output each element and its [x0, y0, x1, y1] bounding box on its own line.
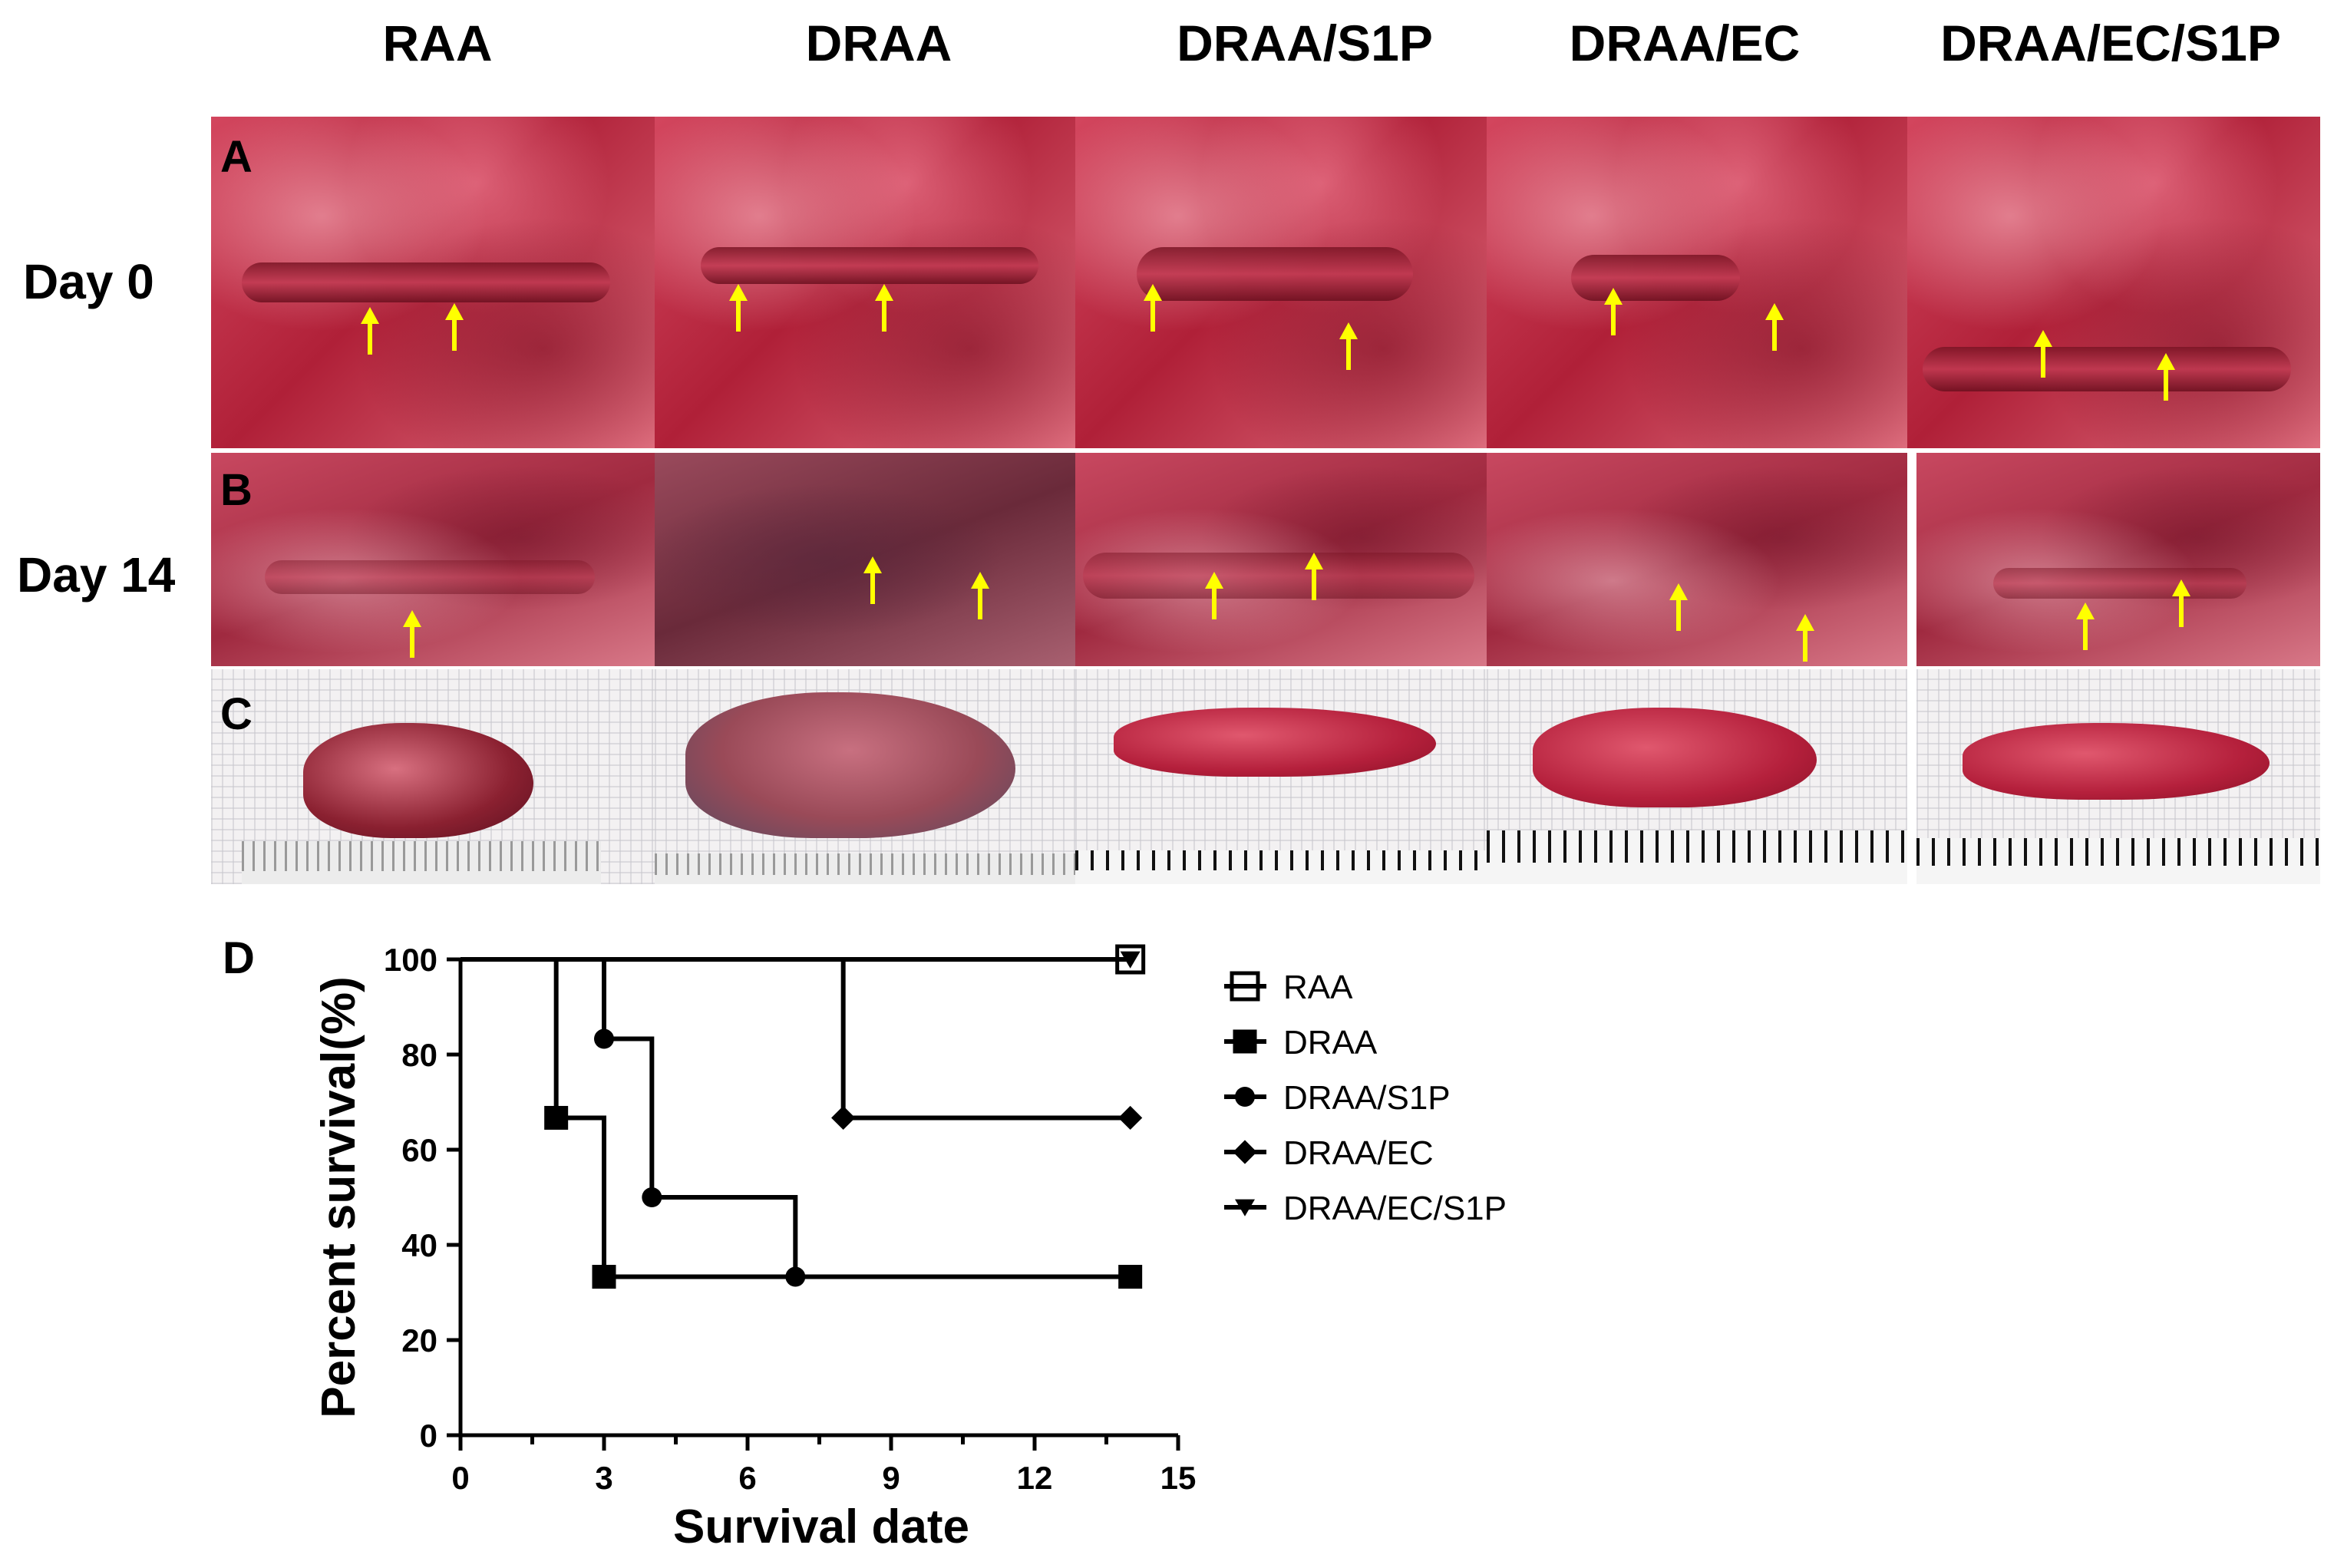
arrow-indicator — [1765, 303, 1784, 351]
data-point-draa-s1p — [642, 1187, 662, 1207]
legend-label: DRAA/EC/S1P — [1283, 1190, 1507, 1227]
column-header-draa-s1p: DRAA/S1P — [1177, 15, 1433, 71]
y-tick-label: 20 — [401, 1322, 437, 1358]
legend-label: DRAA/EC — [1283, 1134, 1434, 1172]
photo-day14-draa-ec-s1p — [1916, 453, 2320, 666]
y-tick-label: 60 — [401, 1132, 437, 1168]
arrow-indicator — [1205, 572, 1223, 619]
data-point-raa — [1115, 944, 1146, 975]
x-tick-label: 15 — [1160, 1460, 1197, 1496]
arrow-indicator — [445, 303, 464, 351]
x-axis-label: Survival date — [673, 1500, 969, 1553]
y-tick-label: 40 — [401, 1227, 437, 1263]
row-header-day14: Day 14 — [17, 547, 176, 602]
data-point-draa-s1p — [594, 1028, 614, 1049]
row-header-day0: Day 0 — [23, 254, 154, 309]
x-tick-label: 3 — [595, 1460, 612, 1496]
data-point-draa — [1118, 1265, 1143, 1289]
data-point-draa-ec — [831, 1105, 856, 1131]
column-header-draa-ec: DRAA/EC — [1569, 15, 1801, 71]
panel-label-a: A — [220, 132, 253, 182]
arrow-indicator — [1339, 322, 1358, 370]
legend-marker — [1230, 971, 1260, 1002]
column-header-raa: RAA — [382, 15, 493, 71]
y-tick-label: 0 — [420, 1418, 437, 1454]
arrow-indicator — [1796, 614, 1814, 662]
column-header-draa: DRAA — [805, 15, 952, 71]
arrow-indicator — [971, 572, 989, 619]
arrow-indicator — [2172, 579, 2190, 627]
arrow-indicator — [863, 556, 882, 604]
data-point-draa-ec — [1118, 1105, 1143, 1131]
arrow-indicator — [1669, 583, 1688, 631]
legend-label: DRAA — [1283, 1024, 1378, 1061]
photo-specimen-raa: C — [211, 669, 655, 884]
column-header-draa-ec-s1p: DRAA/EC/S1P — [1940, 15, 2281, 71]
data-point-draa-ec-s1p — [1120, 951, 1141, 969]
panel-label-d: D — [223, 933, 255, 983]
arrow-indicator — [1604, 288, 1623, 335]
photo-day14-draa-s1p — [1075, 453, 1487, 666]
y-axis-label: Percent survival(%) — [312, 976, 365, 1418]
arrow-indicator — [2076, 602, 2095, 650]
photo-day14-draa-ec — [1487, 453, 1907, 666]
arrow-indicator — [361, 307, 379, 355]
legend-marker — [1235, 1199, 1255, 1216]
arrow-indicator — [875, 284, 893, 332]
x-tick-label: 9 — [882, 1460, 900, 1496]
photo-day0-draa-ec — [1487, 117, 1907, 448]
photo-specimen-draa-s1p — [1075, 669, 1487, 884]
photo-specimen-draa-ec — [1487, 669, 1907, 884]
y-tick-label: 100 — [384, 942, 437, 978]
series-line-draa — [461, 957, 1131, 1279]
legend-marker — [1235, 1087, 1255, 1107]
panel-label-c: C — [220, 689, 253, 739]
arrow-indicator — [403, 610, 421, 658]
photo-day0-draa-ec-s1p — [1907, 117, 2320, 448]
arrow-indicator — [1305, 553, 1323, 600]
legend-label: DRAA/S1P — [1283, 1079, 1451, 1117]
data-point-draa-s1p — [785, 1266, 806, 1287]
photo-day0-raa: A — [211, 117, 655, 448]
arrow-indicator — [729, 284, 748, 332]
x-tick-label: 12 — [1017, 1460, 1053, 1496]
legend-marker — [1233, 1140, 1257, 1164]
x-tick-label: 0 — [451, 1460, 469, 1496]
series-line-draa-s1p — [461, 957, 1131, 1279]
photo-day14-draa — [655, 453, 1075, 666]
x-tick-label: 6 — [738, 1460, 756, 1496]
series-line-draa-ec — [461, 957, 1131, 1121]
photo-day14-raa: B — [211, 453, 655, 666]
photo-specimen-draa-ec-s1p — [1916, 669, 2320, 884]
arrow-indicator — [1144, 284, 1162, 332]
legend-marker — [1233, 1029, 1257, 1054]
arrow-indicator — [2034, 330, 2052, 378]
photo-specimen-draa — [655, 669, 1075, 884]
arrow-indicator — [2157, 353, 2175, 401]
photo-day0-draa-s1p — [1075, 117, 1487, 448]
data-point-draa — [592, 1265, 616, 1289]
legend-label: RAA — [1283, 969, 1353, 1006]
photo-day0-draa — [655, 117, 1075, 448]
panel-label-b: B — [220, 465, 253, 515]
y-tick-label: 80 — [401, 1037, 437, 1073]
data-point-draa — [544, 1105, 569, 1130]
